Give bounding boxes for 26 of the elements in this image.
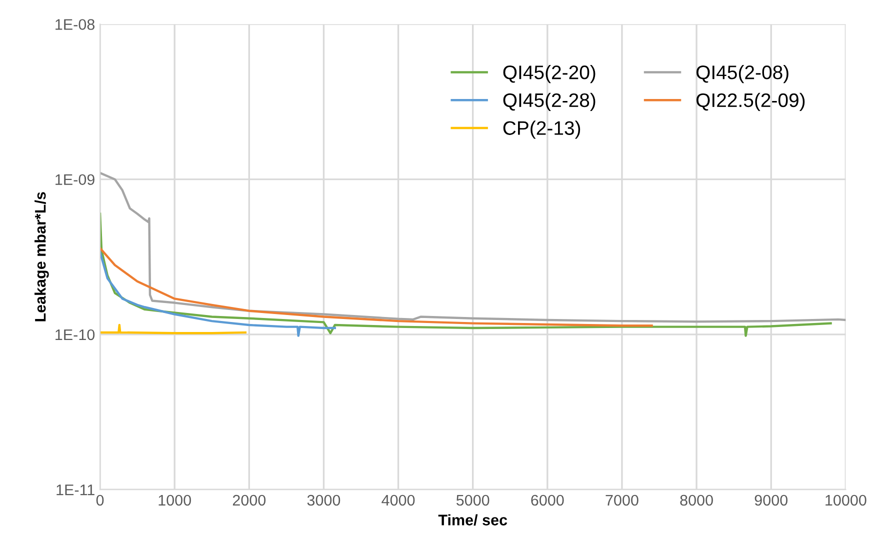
legend-label: QI45(2-08) bbox=[696, 64, 788, 84]
x-tick-label: 3000 bbox=[307, 494, 340, 506]
x-tick-label: 10000 bbox=[826, 494, 866, 506]
line-series bbox=[100, 172, 846, 323]
y-tick-label: 1E-10 bbox=[56, 329, 95, 340]
legend-label: QI22.5(2-09) bbox=[696, 92, 805, 111]
line-series bbox=[100, 250, 336, 337]
x-axis-title: Time/ sec bbox=[438, 514, 508, 526]
x-tick-label: 4000 bbox=[382, 494, 415, 506]
line-series bbox=[100, 247, 653, 327]
x-tick-label: 7000 bbox=[606, 494, 638, 506]
x-tick-label: 2000 bbox=[232, 494, 266, 506]
legend-label: QI45(2-20) bbox=[503, 64, 596, 84]
line-series bbox=[100, 212, 832, 337]
x-tick-label: 8000 bbox=[680, 494, 713, 506]
x-tick-label: 5000 bbox=[456, 494, 490, 506]
x-tick-label: 9000 bbox=[754, 494, 788, 506]
x-tick-label: 0 bbox=[96, 494, 104, 506]
x-tick-label: 6000 bbox=[531, 494, 564, 506]
y-tick-label: 1E-09 bbox=[56, 174, 94, 186]
legend-label: CP(2-13) bbox=[503, 120, 580, 139]
legend-label: QI45(2-28) bbox=[503, 92, 596, 111]
y-axis-title: Leakage mbar*L/s bbox=[34, 192, 49, 322]
y-tick-label: 1E-08 bbox=[56, 19, 94, 30]
y-tick-label: 1E-11 bbox=[56, 484, 94, 496]
x-tick-label: 1000 bbox=[158, 494, 191, 506]
